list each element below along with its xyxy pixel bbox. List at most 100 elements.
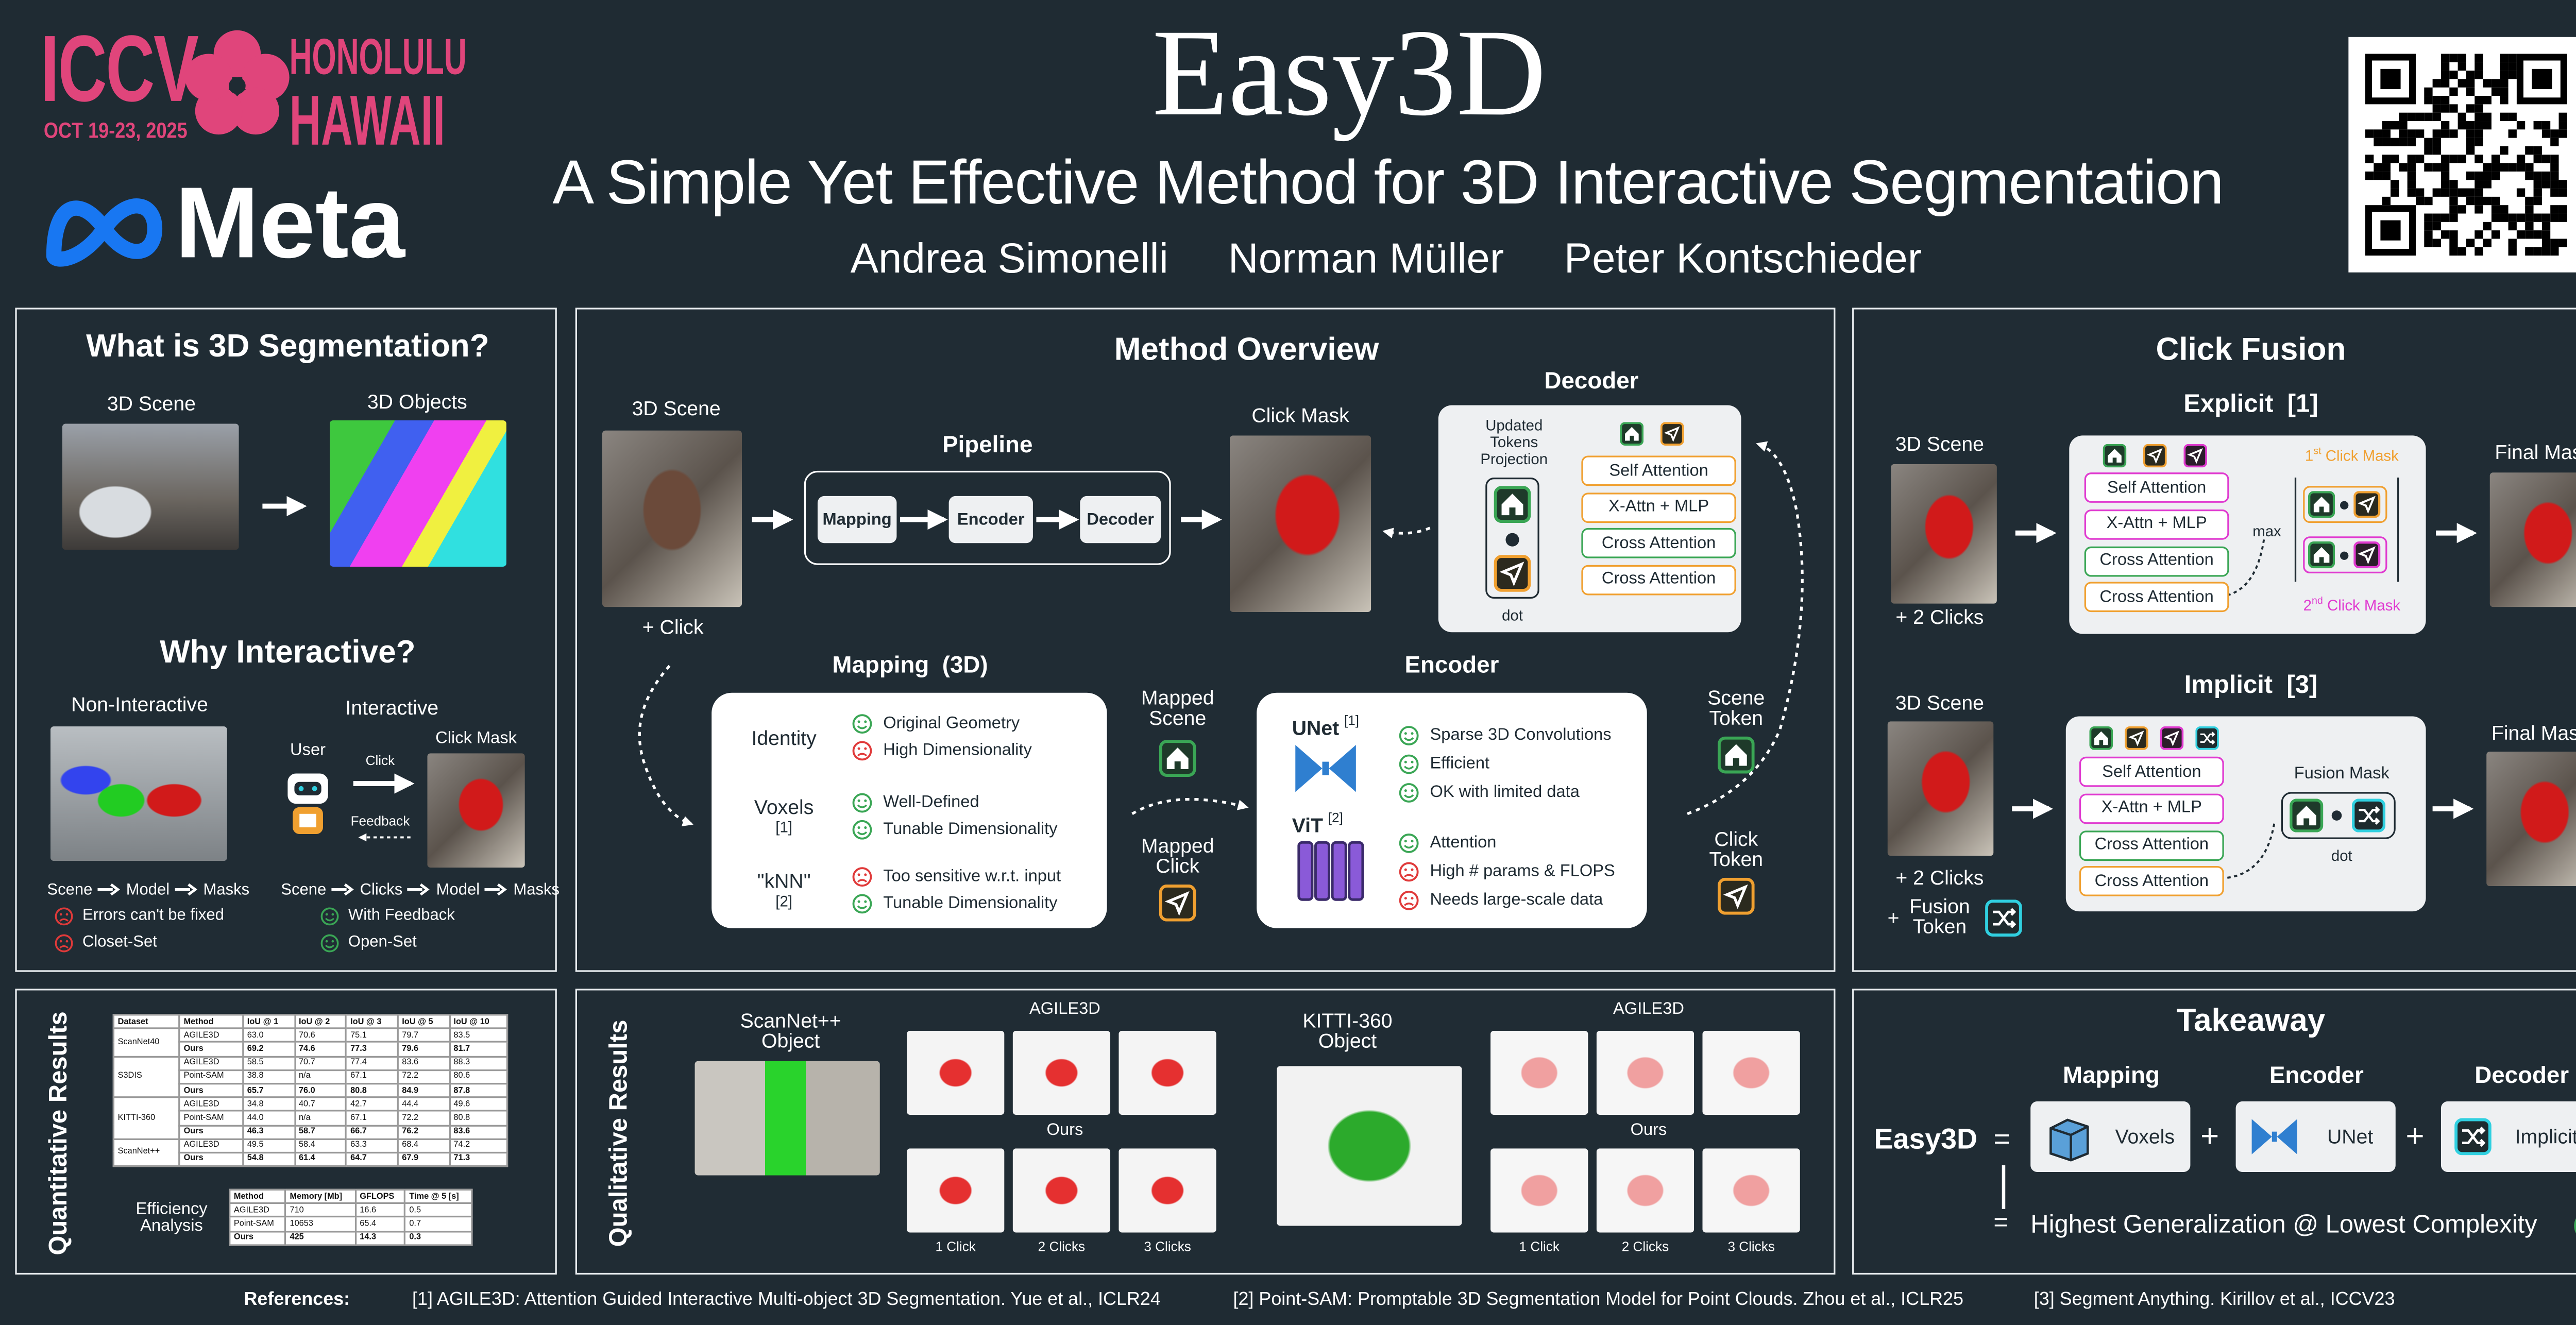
qr-module — [2441, 180, 2450, 189]
conference-state: HAWAII — [289, 80, 445, 160]
flow-step: Scene — [281, 881, 327, 900]
panel-title: Method Overview — [1114, 333, 1379, 368]
sentiment-icon — [851, 866, 873, 888]
qr-module — [2432, 129, 2441, 138]
qr-module — [2491, 205, 2500, 214]
qr-module — [2483, 79, 2492, 88]
value-cell: 84.9 — [397, 1082, 450, 1098]
qr-module — [2424, 112, 2433, 122]
reference: [2] Point-SAM: Promptable 3D Segmentatio… — [1233, 1289, 1963, 1310]
image-label: 3D Scene — [632, 397, 721, 420]
graphic — [2227, 822, 2276, 879]
ref: [3] — [2286, 671, 2318, 700]
graphic — [1297, 841, 1314, 901]
qr-module — [2399, 163, 2408, 172]
table-row: Point-SAM 38.8 n/a 67.1 72.2 80.6 — [113, 1069, 509, 1085]
decoder-layer: X-Attn + MLP — [1581, 491, 1736, 522]
image-label: 3D Scene — [107, 392, 196, 416]
qr-module — [2424, 239, 2433, 247]
qr-module — [2475, 196, 2483, 206]
qr-module — [2525, 146, 2534, 155]
graphic — [2049, 1118, 2089, 1162]
value-cell: 54.8 — [242, 1151, 296, 1167]
token-label: Mapped Scene — [1141, 686, 1214, 730]
fusion-layer: Cross Attention — [2079, 830, 2224, 860]
qr-module — [2365, 171, 2374, 180]
value-cell: n/a — [294, 1069, 347, 1085]
table-row: Point-SAM 10653 65.4 0.7 — [229, 1216, 473, 1232]
conference-dates: OCT 19-23, 2025 — [43, 117, 188, 143]
graphic — [1400, 727, 1418, 744]
table-row: Ours 46.3 58.7 66.7 76.2 83.6 — [113, 1124, 509, 1140]
graphic — [853, 868, 871, 886]
author: Peter Kontschieder — [1564, 235, 1922, 283]
qr-module — [2533, 155, 2542, 163]
reference: [3] Segment Anything. Kirillov et al., I… — [2033, 1289, 2395, 1310]
conference-logo: ICCV OCT 19-23, 2025 HONOLULU HAWAII — [40, 13, 466, 165]
qr-module — [2508, 71, 2517, 79]
qr-module — [2550, 213, 2559, 222]
qr-module — [2541, 247, 2551, 256]
qr-module — [2525, 230, 2534, 239]
mask-pair — [2303, 486, 2387, 523]
graphic — [1131, 797, 1249, 816]
equals: = — [1993, 1123, 2010, 1156]
value-cell: 38.8 — [242, 1069, 296, 1085]
row-label: AGILE3D — [1029, 1000, 1100, 1019]
value-cell: 63.0 — [242, 1027, 296, 1043]
box-title: Mapping (3D) — [832, 651, 988, 677]
qr-module — [2390, 121, 2399, 130]
value-cell: 83.6 — [397, 1055, 450, 1071]
value-cell: 80.8 — [448, 1110, 509, 1126]
row-label: Ours — [1046, 1122, 1083, 1140]
qr-module — [2475, 71, 2483, 79]
qr-module — [2424, 146, 2433, 155]
image-label: Final Mask — [2491, 721, 2576, 745]
result-image — [1012, 1030, 1111, 1115]
graphic — [408, 884, 430, 897]
value-cell: 71.3 — [448, 1151, 509, 1167]
qr-module — [2533, 180, 2542, 189]
clicks-label: + 2 Clicks — [1895, 605, 1984, 629]
reference: [1] AGILE3D: Attention Guided Interactiv… — [412, 1289, 1161, 1310]
qr-module — [2541, 230, 2551, 239]
table-header-row: Dataset Method IoU @ 1 IoU @ 2 IoU @ 3 IoU @ … — [112, 1014, 509, 1030]
qr-module — [2390, 155, 2399, 163]
method-cell: Ours — [178, 1041, 244, 1057]
panel-title: What is 3D Segmentation? — [86, 329, 489, 365]
table-header: Dataset — [112, 1014, 181, 1030]
qr-module — [2407, 129, 2416, 138]
object-label: KITTI-360 Object — [1302, 1009, 1393, 1053]
sentiment-icon — [851, 819, 873, 841]
image-label: Click Mask — [1251, 403, 1349, 428]
mask-text: Click Mask — [2327, 597, 2401, 614]
projection-label: Updated Tokens Projection — [1480, 417, 1548, 468]
value-cell: 65.7 — [242, 1082, 296, 1098]
box-title: Encoder — [1404, 651, 1499, 678]
graphic — [312, 786, 317, 791]
qr-module — [2558, 180, 2567, 189]
value-cell: 79.6 — [397, 1041, 450, 1057]
qr-module — [2449, 196, 2458, 206]
pipeline-step: Encoder — [948, 496, 1033, 543]
value-cell: 77.4 — [345, 1055, 399, 1071]
graphic — [1400, 835, 1418, 852]
table-header: IoU @ 10 — [448, 1014, 509, 1030]
fusion-layer: Cross Attention — [2084, 546, 2229, 576]
table-row: AGILE3D 710 16.6 0.5 — [229, 1202, 473, 1218]
table-header: IoU @ 5 — [397, 1014, 450, 1030]
value-cell: 0.3 — [404, 1230, 473, 1246]
value-cell: 67.1 — [345, 1069, 399, 1085]
item-head: Encoder — [2269, 1061, 2364, 1088]
mapping-box — [711, 692, 1107, 928]
qr-module — [2475, 180, 2483, 189]
title-text: Mapping — [832, 651, 929, 678]
qr-module — [2441, 54, 2450, 62]
conference-city: HONOLULU — [289, 30, 467, 86]
qr-module — [2491, 79, 2500, 88]
graphic — [1348, 841, 1364, 901]
final-mask-image — [2486, 752, 2576, 887]
method-name: "kNN" — [757, 869, 811, 893]
fusion-token-label: Fusion Token — [1909, 894, 1970, 939]
method-name-row: ViT [2] — [1292, 810, 1343, 841]
